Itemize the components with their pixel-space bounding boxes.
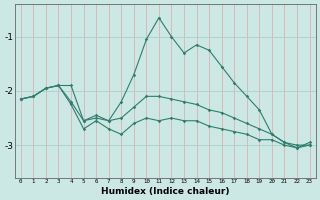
X-axis label: Humidex (Indice chaleur): Humidex (Indice chaleur) [101,187,229,196]
